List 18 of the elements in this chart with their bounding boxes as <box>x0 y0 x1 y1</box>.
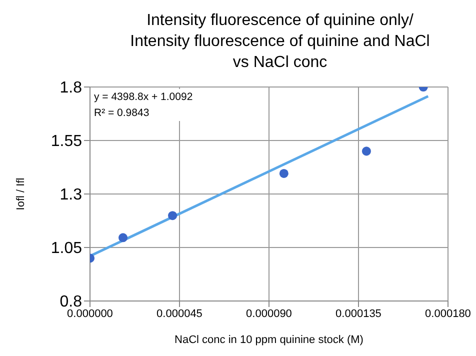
annotation: y = 4398.8x + 1.0092 <box>94 90 193 105</box>
chart-title: Intensity fluorescence of quinine only/ Intensity fluorescence of quinine and NaCl vs NaCl conc <box>129 11 431 73</box>
y-tick-label: 1.05 <box>50 240 82 258</box>
annotation: R² = 0.9843 <box>94 106 150 121</box>
point <box>279 168 288 178</box>
y-tick-label: 1.3 <box>60 186 82 204</box>
x-tick-label: 0.000135 <box>336 308 382 320</box>
point <box>118 233 128 242</box>
x-tick-label: 0.000000 <box>67 308 113 320</box>
y-tick-label: 1.8 <box>60 80 82 97</box>
x-tick-label: 0.000090 <box>246 308 292 320</box>
x-tick-label: 0.000045 <box>156 308 202 320</box>
point <box>362 146 371 156</box>
y-axis-title: Iofl / Ifl <box>14 178 27 210</box>
x-axis-title: NaCl conc in 10 ppm quinine stock (M) <box>174 334 364 346</box>
x-tick-label: 0.000180 <box>425 308 471 320</box>
point <box>168 211 178 220</box>
y-tick-label: 1.55 <box>50 133 82 150</box>
